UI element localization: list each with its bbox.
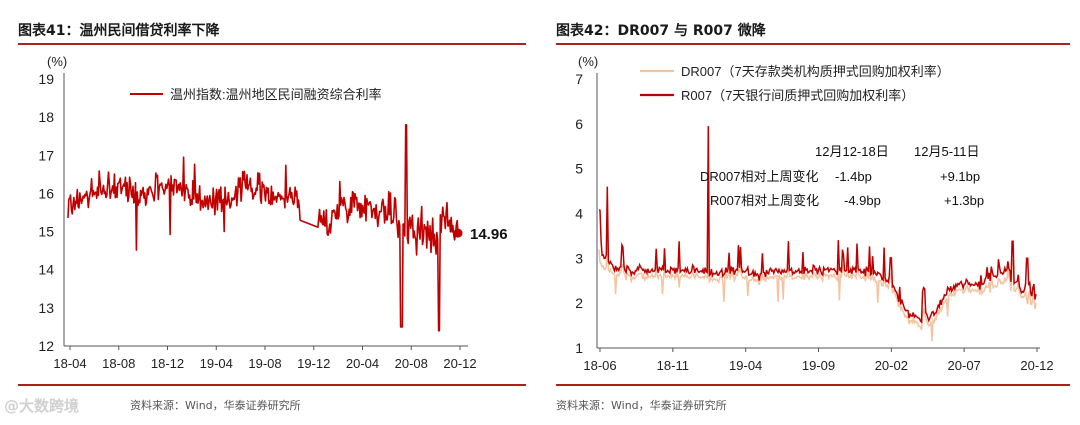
series-line-wenzhou [67,124,459,332]
x-tick-label: 18-08 [102,356,135,371]
x-tick-label: 20-08 [395,356,428,371]
annotation-header: 12月5-11日 [914,144,980,159]
y-unit: (%) [578,54,598,69]
x-tick-label: 18-06 [583,358,616,373]
x-tick-label: 20-07 [948,358,981,373]
x-tick-label: 20-12 [1020,358,1053,373]
annotation-value: +9.1bp [940,169,980,184]
x-tick-label: 19-12 [297,356,330,371]
y-tick-label: 16 [38,185,54,201]
title-rule [18,43,526,45]
watermark: @大数跨境 [4,397,80,415]
y-tick-label: 7 [575,71,583,87]
series-line-dr007 [598,217,1037,342]
last-value-label: 14.96 [470,226,508,243]
series-line-r007 [598,126,1037,324]
x-tick-label: 19-09 [802,358,835,373]
y-tick-label: 13 [38,300,54,316]
figure-title: 图表42：DR007 与 R007 微降 [556,23,766,39]
annotation-value: -1.4bp [835,169,872,184]
x-tick-label: 18-04 [53,356,86,371]
y-unit: (%) [47,54,67,69]
y-tick-label: 15 [38,224,54,240]
annotation-value: +1.3bp [944,193,984,208]
footer-rule [556,384,1070,386]
x-tick-label: 20-02 [875,358,908,373]
figure-title: 图表41：温州民间借贷利率下降 [18,23,220,39]
y-tick-label: 19 [38,71,54,87]
x-tick-label: 19-04 [729,358,762,373]
chart-panel-left: 图表41：温州民间借贷利率下降 (%) 19 18 17 16 15 14 13 12 18-04… [18,23,526,412]
x-tick-label: 19-04 [200,356,233,371]
chart-panel-right: 图表42：DR007 与 R007 微降 (%) 7 6 5 4 3 2 1 18-06 18-1… [540,0,1080,425]
annotation-row-label: R007相对上周变化 [710,193,819,208]
y-tick-label: 17 [38,147,54,163]
last-value-marker [453,228,463,238]
legend-label: 温州指数:温州地区民间融资综合利率 [170,87,382,102]
x-tick-label: 20-12 [443,356,476,371]
chart-svg-left: (%) 19 18 17 16 15 14 13 12 18-04 18-08 18-12 19-04 1… [38,54,508,371]
y-tick-label: 1 [575,340,583,356]
annotation-value: -4.9bp [844,193,881,208]
source-note: 资料来源：Wind，华泰证券研究所 [556,399,727,412]
y-tick-label: 18 [38,109,54,125]
annotation-header: 12月12-18日 [815,144,889,159]
legend-label-dr007: DR007（7天存款类机构质押式回购加权利率） [681,64,950,79]
x-tick-label: 20-04 [346,356,379,371]
x-tick-label: 18-12 [151,356,184,371]
y-tick-label: 2 [575,295,583,311]
annotation-row-label: DR007相对上周变化 [700,169,818,184]
y-tick-label: 3 [575,250,583,266]
legend-label-r007: R007（7天银行间质押式回购加权利率） [681,88,914,103]
source-note: 资料来源：Wind，华泰证券研究所 [130,399,301,412]
y-tick-label: 4 [575,206,583,222]
footer-rule [18,384,526,386]
y-tick-label: 12 [38,338,54,354]
x-tick-label: 18-11 [657,358,689,373]
y-tick-label: 5 [575,161,583,177]
y-tick-label: 14 [38,262,54,278]
y-tick-label: 6 [575,116,583,132]
x-tick-label: 19-08 [248,356,281,371]
title-rule [556,43,1070,45]
chart-svg-right: (%) 7 6 5 4 3 2 118-06 18-11 19-04 19-09 20-02 20-07… [575,54,1053,373]
